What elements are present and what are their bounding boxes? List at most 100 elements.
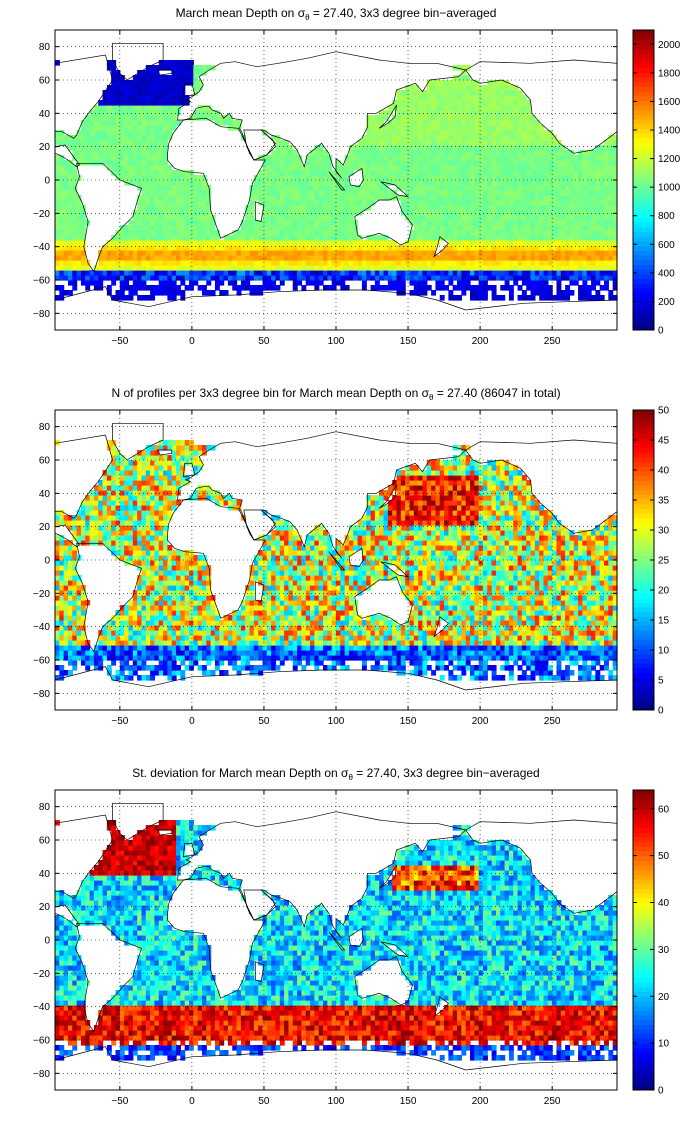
heatmap-cell (453, 180, 458, 186)
heatmap-cell (466, 245, 471, 251)
heatmap-cell (103, 160, 108, 166)
heatmap-cell (604, 230, 609, 236)
heatmap-cell (271, 180, 276, 186)
heatmap-cell (345, 215, 350, 221)
heatmap-cell (427, 285, 432, 291)
heatmap-cell (483, 225, 488, 231)
heatmap-cell (59, 670, 64, 676)
heatmap-cell (111, 660, 116, 666)
heatmap-cell (176, 175, 181, 181)
heatmap-cell (189, 250, 194, 256)
heatmap-cell (150, 500, 155, 506)
heatmap-cell (77, 210, 82, 216)
heatmap-cell (141, 605, 146, 611)
colorbar-step (633, 63, 654, 68)
heatmap-cell (323, 235, 328, 241)
heatmap-cell (526, 165, 531, 171)
heatmap-cell (474, 90, 479, 96)
heatmap-cell (306, 245, 311, 251)
heatmap-cell (107, 515, 112, 521)
heatmap-cell (198, 190, 203, 196)
heatmap-cell (180, 215, 185, 221)
heatmap-cell (120, 145, 125, 151)
heatmap-cell (150, 105, 155, 111)
heatmap-cell (505, 110, 510, 116)
heatmap-cell (146, 245, 151, 251)
heatmap-cell (288, 260, 293, 266)
heatmap-cell (513, 245, 518, 251)
heatmap-cell (518, 90, 523, 96)
heatmap-cell (250, 200, 255, 206)
heatmap-cell (595, 265, 600, 271)
heatmap-cell (448, 220, 453, 226)
heatmap-cell (59, 190, 64, 196)
heatmap-cell (146, 90, 151, 96)
x-tick-label: 50 (258, 336, 270, 347)
heatmap-cell (137, 105, 142, 111)
heatmap-cell (470, 265, 475, 271)
heatmap-cell (111, 635, 116, 641)
heatmap-cell (284, 200, 289, 206)
heatmap-cell (154, 115, 159, 121)
heatmap-cell (111, 255, 116, 261)
heatmap-cell (556, 285, 561, 291)
heatmap-cell (146, 185, 151, 191)
heatmap-cell (345, 265, 350, 271)
heatmap-cell (103, 155, 108, 161)
heatmap-cell (608, 150, 613, 156)
heatmap-cell (405, 250, 410, 256)
heatmap-cell (94, 140, 99, 146)
heatmap-cell (150, 525, 155, 531)
heatmap-cell (422, 190, 427, 196)
heatmap-cell (461, 205, 466, 211)
heatmap-cell (483, 155, 488, 161)
heatmap-cell (431, 225, 436, 231)
heatmap-cell (59, 185, 64, 191)
heatmap-cell (561, 235, 566, 241)
heatmap-cell (366, 190, 371, 196)
heatmap-cell (263, 215, 268, 221)
heatmap-cell (526, 175, 531, 181)
heatmap-cell (496, 195, 501, 201)
heatmap-cell (509, 230, 514, 236)
heatmap-cell (470, 270, 475, 276)
heatmap-cell (245, 265, 250, 271)
heatmap-cell (124, 620, 129, 626)
heatmap-cell (591, 200, 596, 206)
heatmap-cell (479, 290, 484, 296)
heatmap-cell (59, 225, 64, 231)
heatmap-cell (405, 115, 410, 121)
heatmap-cell (107, 110, 112, 116)
heatmap-cell (496, 90, 501, 96)
heatmap-cell (154, 195, 159, 201)
heatmap-cell (531, 145, 536, 151)
y-tick-label: 0 (44, 176, 50, 187)
heatmap-cell (72, 255, 77, 261)
heatmap-cell (275, 245, 280, 251)
heatmap-cell (241, 240, 246, 246)
heatmap-cell (427, 150, 432, 156)
heatmap-cell (392, 140, 397, 146)
heatmap-cell (146, 285, 151, 291)
heatmap-cell (453, 285, 458, 291)
heatmap-cell (271, 205, 276, 211)
heatmap-cell (349, 255, 354, 261)
heatmap-cell (124, 470, 129, 476)
heatmap-cell (314, 180, 319, 186)
heatmap-cell (552, 170, 557, 176)
heatmap-cell (340, 230, 345, 236)
heatmap-cell (163, 190, 168, 196)
heatmap-cell (133, 240, 138, 246)
heatmap-cell (323, 215, 328, 221)
heatmap-cell (64, 260, 69, 266)
heatmap-cell (470, 105, 475, 111)
heatmap-cell (595, 160, 600, 166)
heatmap-cell (556, 270, 561, 276)
heatmap-cell (241, 250, 246, 256)
heatmap-cell (150, 510, 155, 516)
heatmap-cell (509, 125, 514, 131)
heatmap-cell (133, 610, 138, 616)
heatmap-cell (522, 245, 527, 251)
heatmap-cell (513, 210, 518, 216)
heatmap-cell (306, 185, 311, 191)
